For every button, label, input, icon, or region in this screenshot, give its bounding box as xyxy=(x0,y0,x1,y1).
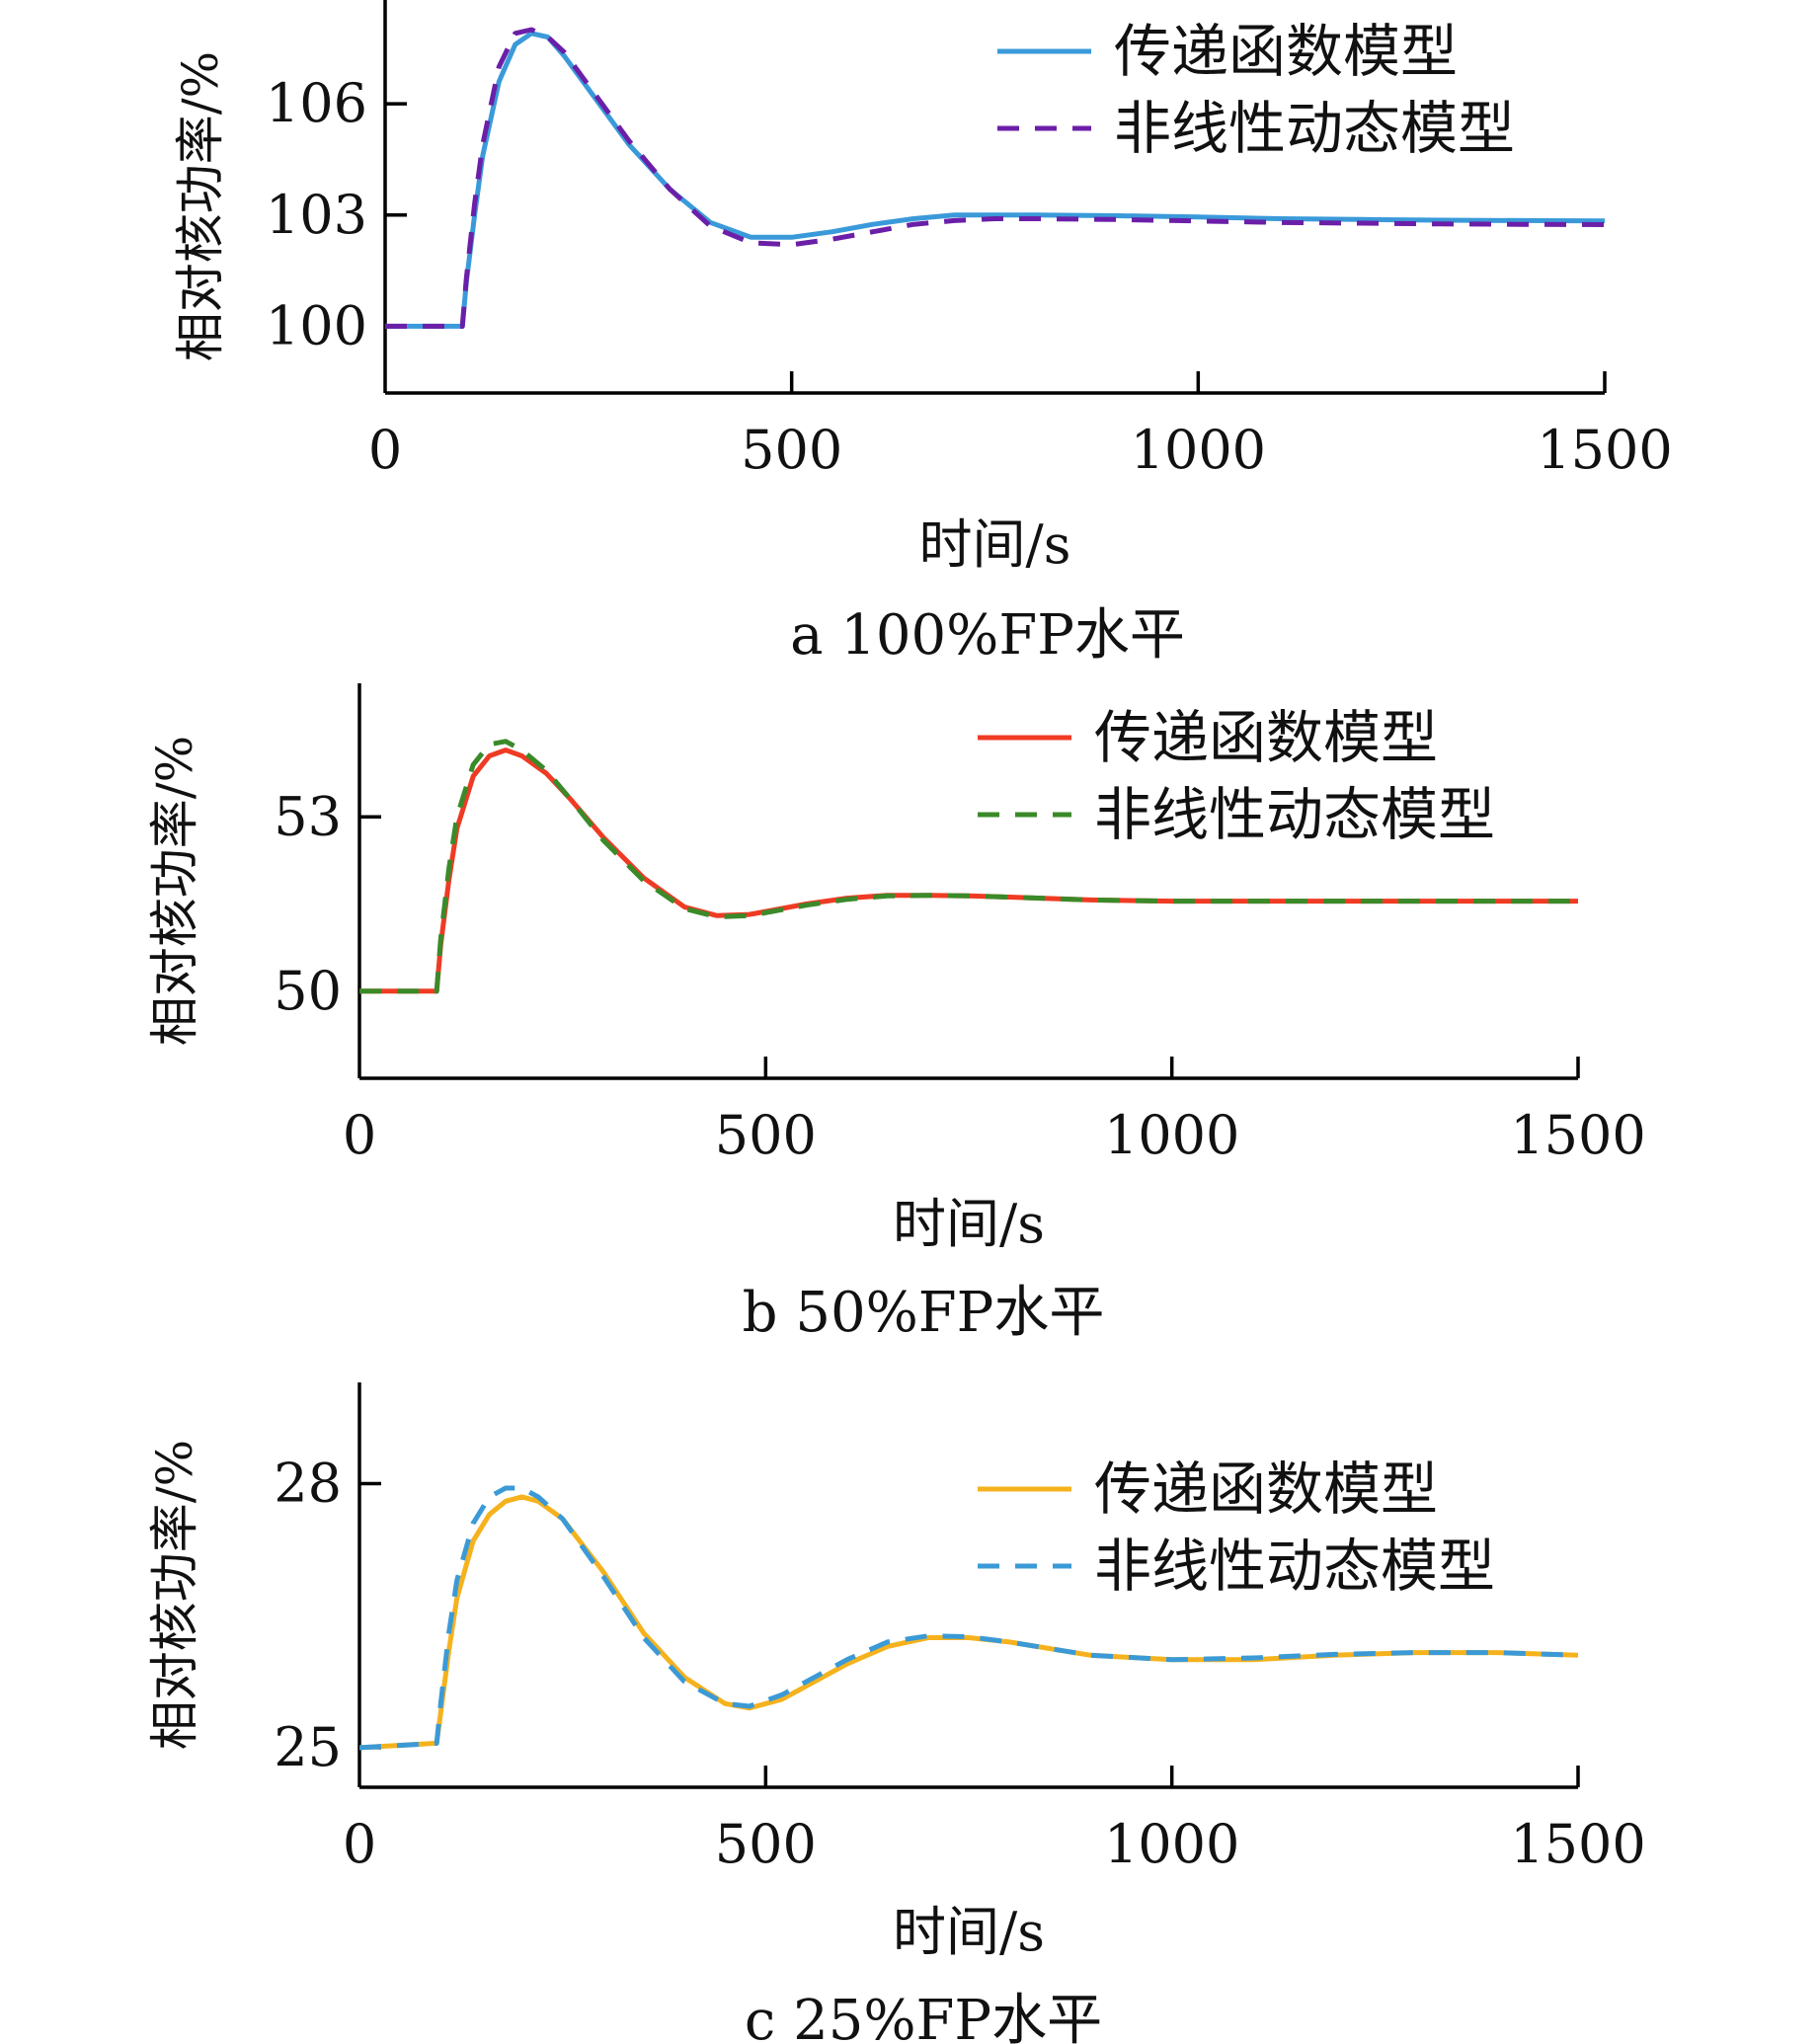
x-tick-label: 0 xyxy=(343,1104,376,1166)
legend-label-1: 传递函数模型 xyxy=(1114,18,1458,85)
series-line-2 xyxy=(359,739,1578,994)
legend-label-1: 传递函数模型 xyxy=(1094,704,1438,771)
y-tick-label: 100 xyxy=(266,294,367,356)
y-tick-label: 53 xyxy=(274,785,342,847)
x-tick-label: 1500 xyxy=(1510,1813,1645,1875)
x-axis-label: 时间/s xyxy=(919,513,1071,576)
x-tick-label: 0 xyxy=(368,419,402,481)
x-tick-label: 1500 xyxy=(1510,1104,1645,1166)
x-tick-label: 1500 xyxy=(1537,419,1672,481)
chart-panel-2: 0 500 1000 1500 50 53 相对核功率/% 时间/s b 50%FP水平 传递函数… xyxy=(146,683,1646,1345)
legend-label-2: 非线性动态模型 xyxy=(1094,1533,1495,1600)
x-tick-label: 500 xyxy=(715,1813,817,1875)
legend-label-2: 非线性动态模型 xyxy=(1094,781,1495,848)
series-line-1 xyxy=(359,747,1578,994)
x-axis-label: 时间/s xyxy=(893,1901,1045,1963)
y-tick-label: 106 xyxy=(266,72,367,134)
x-axis-label: 时间/s xyxy=(893,1193,1045,1255)
x-tick-label: 1000 xyxy=(1104,1813,1239,1875)
y-tick-label: 25 xyxy=(274,1716,342,1778)
chart-panel-3: 0 500 1000 1500 25 28 相对核功率/% 时间/s c 25%FP水平 传递函数… xyxy=(146,1382,1646,2044)
x-tick-label: 1000 xyxy=(1104,1104,1239,1166)
y-tick-label: 28 xyxy=(274,1453,342,1515)
legend-label-2: 非线性动态模型 xyxy=(1114,95,1515,162)
chart-panel-1: 0 500 1000 1500 100 103 106 相对核功率/% 时间/s a 100%FP… xyxy=(172,0,1673,668)
y-axis-label: 相对核功率/% xyxy=(146,1440,203,1750)
x-tick-label: 500 xyxy=(715,1104,817,1166)
panel-caption: b 50%FP水平 xyxy=(743,1281,1105,1345)
series-line-2 xyxy=(385,27,1605,329)
x-tick-label: 500 xyxy=(741,419,842,481)
series-line-1 xyxy=(359,1494,1578,1751)
y-tick-label: 103 xyxy=(266,184,367,246)
legend-label-1: 传递函数模型 xyxy=(1094,1455,1438,1523)
y-axis-label: 相对核功率/% xyxy=(172,51,229,361)
panel-caption: c 25%FP水平 xyxy=(745,1989,1102,2044)
panel-caption: a 100%FP水平 xyxy=(790,603,1185,668)
y-tick-label: 50 xyxy=(274,960,342,1022)
y-axis-label: 相对核功率/% xyxy=(146,736,203,1046)
x-tick-label: 0 xyxy=(343,1813,376,1875)
series-line-2 xyxy=(359,1485,1578,1751)
series-line-1 xyxy=(385,31,1605,329)
x-tick-label: 1000 xyxy=(1131,419,1266,481)
